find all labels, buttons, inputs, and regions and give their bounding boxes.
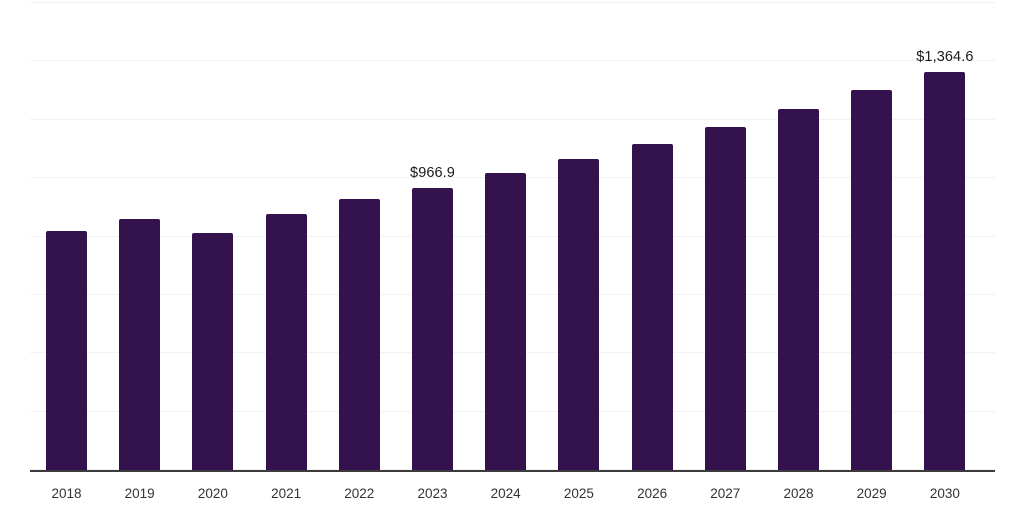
x-axis-tick-2027: 2027 xyxy=(710,486,741,501)
bar[interactable] xyxy=(704,127,746,471)
bar-value-label: $1,364.6 xyxy=(916,49,974,65)
bar[interactable] xyxy=(119,219,161,471)
x-axis-tick-2030: 2030 xyxy=(929,486,960,501)
bar[interactable] xyxy=(558,159,600,471)
bar-group[interactable] xyxy=(778,2,819,471)
x-axis-tick-2020: 2020 xyxy=(197,486,228,501)
bar[interactable] xyxy=(412,188,453,471)
bar[interactable] xyxy=(46,231,87,471)
bar-group[interactable]: $966.9 xyxy=(410,2,455,471)
bar-group[interactable] xyxy=(704,2,746,471)
x-axis-tick-2024: 2024 xyxy=(490,486,521,501)
x-axis-tick-2025: 2025 xyxy=(563,486,594,501)
bar[interactable] xyxy=(631,144,673,471)
gridline xyxy=(30,60,995,62)
bar-group[interactable] xyxy=(558,2,600,471)
bar[interactable] xyxy=(778,109,819,471)
gridline xyxy=(30,2,995,3)
plot-area: $966.9 $1,364.6 xyxy=(30,2,995,471)
bar-group[interactable] xyxy=(485,2,527,471)
x-axis-tick-labels: 2018 2019 2020 2021 2022 2023 2024 2025 2026 2027… xyxy=(30,483,995,512)
gridline xyxy=(30,118,995,120)
bar[interactable] xyxy=(851,90,893,471)
bar[interactable] xyxy=(485,173,527,471)
bar[interactable] xyxy=(265,214,307,471)
bar[interactable] xyxy=(924,72,966,471)
bar-group[interactable]: $1,364.6 xyxy=(916,2,973,471)
x-axis-tick-2026: 2026 xyxy=(637,486,668,501)
x-axis-tick-2018: 2018 xyxy=(51,486,82,501)
bar[interactable] xyxy=(338,199,380,471)
x-axis-tick-2029: 2029 xyxy=(856,486,887,501)
bar-group[interactable] xyxy=(192,2,234,471)
bar-group[interactable] xyxy=(338,2,380,471)
x-axis-tick-2019: 2019 xyxy=(124,486,155,501)
bar-group[interactable] xyxy=(119,2,161,471)
x-axis-tick-2021: 2021 xyxy=(271,486,302,501)
bar-group[interactable] xyxy=(265,2,307,471)
x-axis-line xyxy=(30,470,995,472)
bar-group[interactable] xyxy=(46,2,87,471)
x-axis-tick-2028: 2028 xyxy=(783,486,814,501)
x-axis-tick-2023: 2023 xyxy=(417,486,448,501)
x-axis-tick-2022: 2022 xyxy=(344,486,375,501)
bar[interactable] xyxy=(192,233,234,471)
bar-group[interactable] xyxy=(851,2,893,471)
bar-group[interactable] xyxy=(631,2,673,471)
bar-value-label: $966.9 xyxy=(410,165,455,181)
